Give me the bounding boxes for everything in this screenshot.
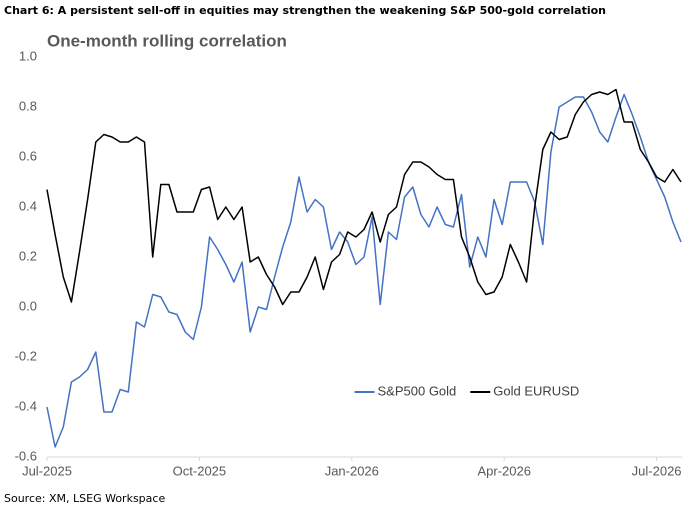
x-tick-label: Oct-2025 [173, 463, 226, 478]
series-line [46, 88, 682, 306]
x-tick-label: Jul-2026 [632, 463, 682, 478]
source: Source: XM, LSEG Workspace [4, 492, 165, 505]
y-tick-label: 0.0 [19, 298, 37, 313]
y-tick-label: -0.4 [15, 398, 37, 413]
y-tick-label: 0.8 [19, 98, 37, 113]
x-tick-label: Jan-2026 [325, 463, 379, 478]
x-tick-label: Jul-2025 [22, 463, 72, 478]
series-line [46, 93, 682, 448]
y-tick-label: 1.0 [19, 48, 37, 63]
y-tick-label: 0.6 [19, 148, 37, 163]
chart-subtitle: One-month rolling correlation [47, 31, 287, 50]
legend-label: Gold EURUSD [493, 383, 579, 398]
x-tick-label: Apr-2026 [477, 463, 530, 478]
chart-title: Chart 6: A persistent sell-off in equiti… [4, 4, 606, 17]
legend-label: S&P500 Gold [378, 383, 457, 398]
y-tick-label: 0.2 [19, 248, 37, 263]
y-tick-label: -0.2 [15, 348, 37, 363]
y-tick-label: -0.6 [15, 448, 37, 463]
y-tick-label: 0.4 [19, 198, 37, 213]
